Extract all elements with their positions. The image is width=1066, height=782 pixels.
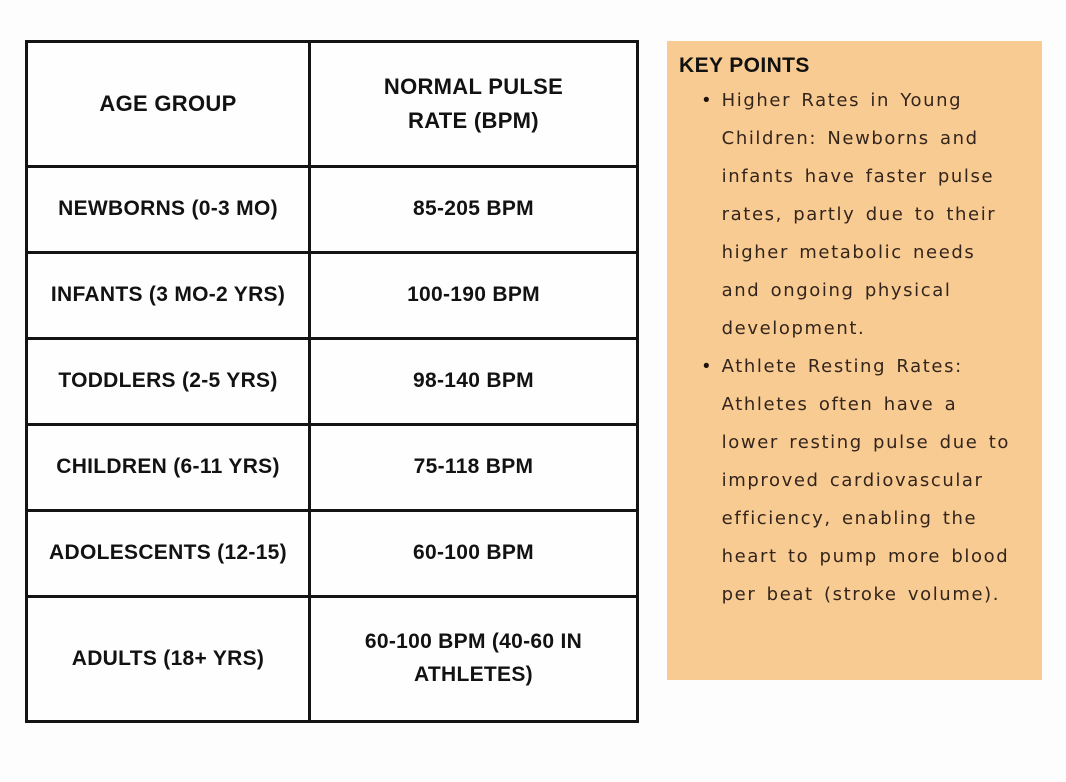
age-group-value: CHILDREN (6-11 YRS)	[56, 455, 280, 479]
age-group-value: NEWBORNS (0-3 MO)	[58, 197, 278, 221]
age-group-value: ADULTS (18+ YRS)	[71, 646, 265, 670]
key-points-title: KEY POINTS	[679, 54, 810, 77]
table-row: INFANTS (3 MO-2 YRS) 100-190 BPM	[25, 251, 639, 340]
age-group-value: TODDLERS (2-5 YRS)	[58, 369, 278, 393]
age-group-value: ADOLESCENTS (12-15)	[49, 541, 287, 565]
pulse-rate-cell: 85-205 BPM	[308, 165, 639, 254]
column-header-age-group-label: AGE GROUP	[99, 90, 237, 116]
pulse-rate-value: 98-140 BPM	[413, 369, 534, 393]
age-group-cell: INFANTS (3 MO-2 YRS)	[25, 251, 311, 340]
column-header-pulse-rate: NORMAL PULSE RATE (BPM)	[308, 40, 639, 168]
table-row: TODDLERS (2-5 YRS) 98-140 BPM	[25, 337, 639, 426]
age-group-value: INFANTS (3 MO-2 YRS)	[50, 283, 286, 307]
pulse-rate-cell: 60-100 BPM	[308, 509, 639, 598]
bullet-text: Higher Rates in Young Children: Newborns…	[721, 90, 997, 339]
list-item: • Higher Rates in Young Children: Newbor…	[679, 82, 1024, 348]
bullet-icon: •	[703, 356, 710, 377]
list-item: • Athlete Resting Rates: Athletes often …	[679, 348, 1024, 614]
table-row: ADOLESCENTS (12-15) 60-100 BPM	[25, 509, 639, 598]
pulse-rate-value: 60-100 BPM (40-60 IN ATHLETES)	[364, 630, 583, 686]
age-group-cell: NEWBORNS (0-3 MO)	[25, 165, 311, 254]
pulse-rate-cell: 98-140 BPM	[308, 337, 639, 426]
pulse-rate-value: 75-118 BPM	[413, 455, 534, 479]
age-group-cell: TODDLERS (2-5 YRS)	[25, 337, 311, 426]
bullet-icon: •	[703, 90, 710, 111]
key-points-panel: KEY POINTS • Higher Rates in Young Child…	[667, 41, 1042, 680]
pulse-rate-value: 60-100 BPM	[413, 541, 534, 565]
pulse-rate-cell: 75-118 BPM	[308, 423, 639, 512]
pulse-rate-cell: 100-190 BPM	[308, 251, 639, 340]
age-group-cell: ADOLESCENTS (12-15)	[25, 509, 311, 598]
column-header-age-group: AGE GROUP	[25, 40, 311, 168]
age-group-cell: CHILDREN (6-11 YRS)	[25, 423, 311, 512]
table-row: NEWBORNS (0-3 MO) 85-205 BPM	[25, 165, 639, 254]
pulse-rate-cell: 60-100 BPM (40-60 IN ATHLETES)	[308, 595, 639, 723]
table-header-row: AGE GROUP NORMAL PULSE RATE (BPM)	[25, 40, 639, 168]
column-header-pulse-rate-label: NORMAL PULSE RATE (BPM)	[383, 73, 564, 133]
bullet-text: Athlete Resting Rates: Athletes often ha…	[721, 356, 1010, 605]
pulse-rate-value: 100-190 BPM	[407, 283, 540, 307]
table-row: CHILDREN (6-11 YRS) 75-118 BPM	[25, 423, 639, 512]
table-row: ADULTS (18+ YRS) 60-100 BPM (40-60 IN AT…	[25, 595, 639, 723]
pulse-rate-table: AGE GROUP NORMAL PULSE RATE (BPM) NEWBOR…	[25, 40, 639, 723]
age-group-cell: ADULTS (18+ YRS)	[25, 595, 311, 723]
pulse-rate-value: 85-205 BPM	[413, 197, 534, 221]
